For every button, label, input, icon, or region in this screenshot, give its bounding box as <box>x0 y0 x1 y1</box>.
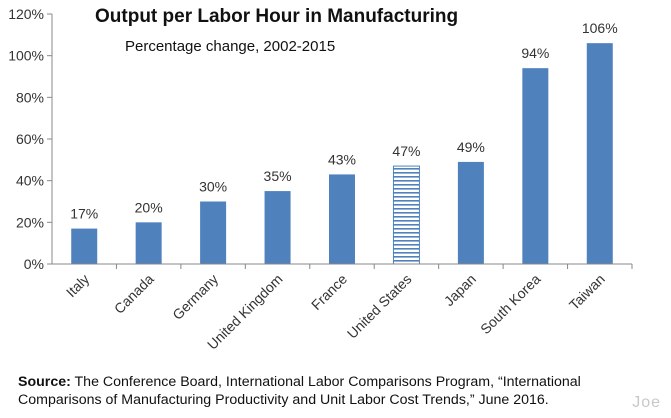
data-label: 17% <box>70 206 98 222</box>
bar-united-kingdom <box>264 191 291 264</box>
data-label: 20% <box>135 199 163 215</box>
x-tick-label: Italy <box>63 271 92 300</box>
data-label: 47% <box>392 143 420 159</box>
y-tick-label: 0% <box>24 256 44 272</box>
source-note: Source: The Conference Board, Internatio… <box>18 373 648 409</box>
bars: 17% 20% 30% 35% 43% 47% 49% 94% 106% <box>70 20 618 265</box>
bar-italy <box>71 228 98 264</box>
data-label: 43% <box>328 151 356 167</box>
bar-germany <box>200 201 227 264</box>
data-label: 106% <box>582 20 618 36</box>
x-tick-label: France <box>308 271 350 313</box>
bar-taiwan <box>586 43 613 264</box>
chart-subtitle: Percentage change, 2002-2015 <box>125 38 335 55</box>
x-tick-label: United States <box>344 271 415 342</box>
bar-japan <box>457 161 484 264</box>
data-label: 30% <box>199 179 227 195</box>
source-label: Source: <box>18 374 71 390</box>
source-text: The Conference Board, International Labo… <box>18 374 581 408</box>
bar-south-korea <box>522 68 549 265</box>
bar-france <box>329 174 355 264</box>
x-tick-label: Japan <box>441 271 479 309</box>
x-tick-label: Taiwan <box>566 271 608 313</box>
bar-canada <box>135 222 162 264</box>
y-tick-label: 20% <box>16 214 44 230</box>
data-label: 49% <box>457 139 485 155</box>
y-tick-label: 40% <box>16 173 44 189</box>
data-label: 35% <box>264 168 292 184</box>
bar-chart: Output per Labor Hour in Manufacturing P… <box>8 6 633 353</box>
watermark: Joe <box>632 394 661 411</box>
x-tick-label: South Korea <box>477 271 544 338</box>
y-tick-label: 80% <box>16 89 44 105</box>
x-tick-label: Canada <box>111 271 157 317</box>
y-tick-label: 100% <box>8 48 44 64</box>
data-label: 94% <box>521 45 549 61</box>
y-tick-label: 60% <box>16 131 44 147</box>
x-tick-label: Germany <box>169 271 221 323</box>
chart-title: Output per Labor Hour in Manufacturing <box>95 6 458 27</box>
bar-united-states <box>392 165 420 265</box>
y-axis: 0% 20% 40% 60% 80% 100% 120% <box>8 6 53 272</box>
y-tick-label: 120% <box>8 6 44 22</box>
